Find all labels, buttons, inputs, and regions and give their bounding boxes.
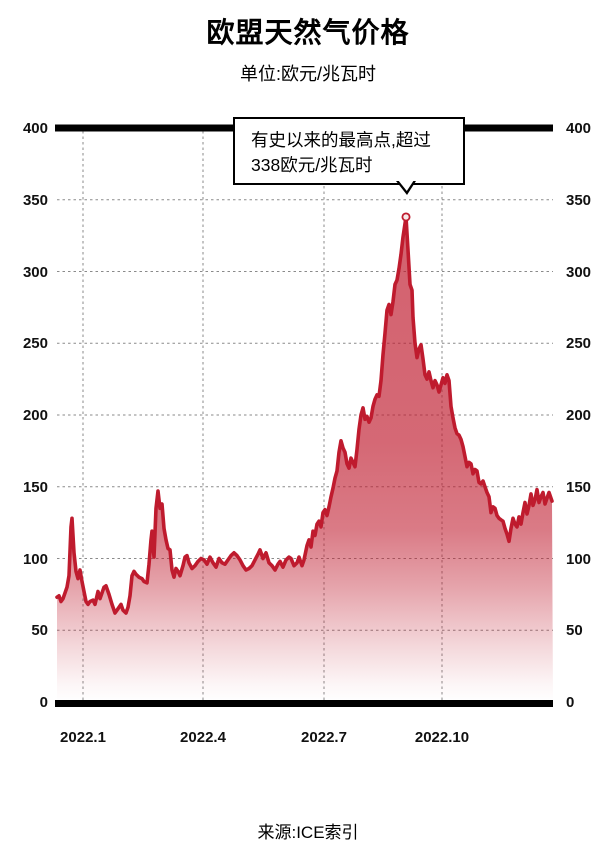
- peak-marker: [401, 212, 411, 222]
- y-tick-right-250: 250: [566, 335, 592, 353]
- x-tick-2022.1: 2022.1: [60, 729, 106, 746]
- y-tick-right-300: 300: [566, 263, 592, 281]
- price-line: [55, 215, 554, 615]
- y-tick-right-50: 50: [566, 622, 583, 640]
- callout-pointer: [398, 180, 414, 191]
- y-tick-right-350: 350: [566, 191, 592, 209]
- y-tick-left-300: 300: [22, 263, 48, 281]
- y-tick-left-200: 200: [22, 407, 48, 424]
- annotation-line2: 338欧元/兆瓦时: [251, 155, 373, 175]
- y-tick-left-100: 100: [22, 550, 48, 568]
- y-tick-left-50: 50: [31, 622, 48, 640]
- y-tick-left-250: 250: [22, 335, 48, 353]
- chart-unit-subtitle: 单位:欧元/兆瓦时: [239, 64, 376, 84]
- y-tick-left-400: 400: [22, 120, 48, 137]
- x-tick-2022.10: 2022.10: [414, 729, 470, 746]
- y-tick-left-350: 350: [22, 191, 48, 209]
- y-tick-left-150: 150: [22, 478, 48, 496]
- y-tick-left-0: 0: [39, 694, 48, 711]
- peak-annotation-callout: 有史以来的最高点,超过 338欧元/兆瓦时: [233, 117, 465, 195]
- x-tick-2022.7: 2022.7: [301, 729, 347, 746]
- y-tick-right-400: 400: [566, 120, 592, 137]
- x-tick-2022.4: 2022.4: [180, 729, 226, 746]
- y-tick-right-0: 0: [566, 694, 575, 711]
- y-tick-right-100: 100: [566, 550, 592, 568]
- annotation-line1: 有史以来的最高点,超过: [251, 130, 431, 150]
- y-tick-right-150: 150: [566, 478, 592, 496]
- source-note: 来源:ICE索引: [257, 823, 359, 842]
- bottom-axis-bar: [55, 700, 553, 707]
- page-title: 欧盟天然气价格: [206, 17, 410, 48]
- y-tick-right-200: 200: [566, 407, 592, 424]
- price-area-fill: [57, 217, 553, 702]
